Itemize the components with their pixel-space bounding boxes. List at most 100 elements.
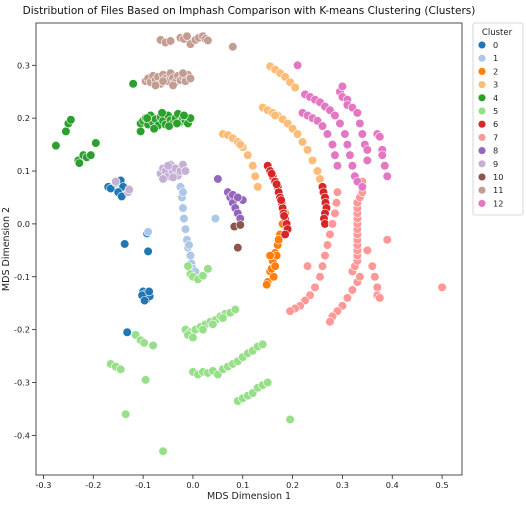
cluster-6-point <box>267 169 277 179</box>
cluster-11-point <box>228 42 238 52</box>
legend-marker-cluster-1 <box>477 54 487 63</box>
cluster-4-point <box>136 126 146 136</box>
cluster-4-point <box>164 121 174 131</box>
cluster-5-point <box>285 414 295 425</box>
cluster-7-point <box>342 293 353 303</box>
legend-marker-cluster-5 <box>477 106 487 116</box>
cluster-2-point <box>262 280 272 290</box>
cluster-7-point <box>302 261 313 271</box>
legend-label-cluster-2: 2 <box>493 66 498 76</box>
cluster-5-point <box>198 325 208 335</box>
cluster-10-point <box>235 220 245 230</box>
cluster-3-point <box>302 145 313 155</box>
cluster-12-point <box>362 145 372 155</box>
chart-title: Distribution of Files Based on Imphash C… <box>23 5 476 17</box>
cluster-7-point <box>285 306 295 316</box>
cluster-5-point <box>158 446 168 456</box>
cluster-4-point <box>179 110 189 121</box>
cluster-7-point <box>327 219 338 229</box>
cluster-2-point <box>269 272 279 282</box>
cluster-12-point <box>380 161 390 171</box>
y-axis: -0.4 -0.3 -0.2 -0.1 0.0 0.1 0.2 0.3 MDS Dimensi… <box>1 60 36 440</box>
cluster-1-point <box>210 214 220 224</box>
cluster-4-point <box>86 150 96 160</box>
cluster-7-point <box>437 282 447 292</box>
y-tick-label: 0.0 <box>17 219 30 229</box>
cluster-10-point <box>233 243 243 253</box>
cluster-7-point <box>317 261 328 271</box>
plot-area <box>35 22 463 476</box>
cluster-11-point <box>182 31 192 41</box>
cluster-7-point <box>325 317 335 327</box>
cluster-1-point <box>143 227 153 237</box>
cluster-4-point <box>128 79 138 89</box>
cluster-5-point <box>258 339 268 350</box>
legend-marker-cluster-3 <box>477 80 487 89</box>
cluster-1-point <box>185 251 196 261</box>
cluster-9-point <box>111 176 121 187</box>
cluster-5-point <box>139 338 149 348</box>
cluster-7-point <box>370 272 380 282</box>
cluster-5-point <box>141 375 151 385</box>
x-axis: -0.3 -0.2 -0.1 0.0 0.1 0.2 0.3 0.4 0.5 MDS Dimen… <box>35 475 449 502</box>
x-tick-label: 0.2 <box>286 480 299 490</box>
cluster-7-point <box>315 272 325 282</box>
cluster-12-point <box>337 81 348 92</box>
cluster-0-point <box>122 327 132 337</box>
x-tick-label: 0.0 <box>186 480 199 490</box>
cluster-12-point <box>292 60 303 70</box>
cluster-12-point <box>382 171 392 181</box>
cluster-3-point <box>235 139 245 150</box>
cluster-7-point <box>367 261 377 271</box>
cluster-5-point <box>188 332 198 343</box>
cluster-2-point <box>265 251 275 261</box>
cluster-7-point <box>320 251 330 261</box>
legend-label-cluster-12: 12 <box>493 198 503 208</box>
cluster-9-point <box>158 174 168 184</box>
cluster-12-point <box>335 118 345 129</box>
cluster-12-point <box>332 161 343 171</box>
cluster-7-point <box>372 282 382 292</box>
cluster-5-point <box>116 364 126 374</box>
legend-marker-cluster-12 <box>477 199 487 208</box>
cluster-9-point <box>124 184 134 195</box>
cluster-12-point <box>330 150 340 160</box>
cluster-9-point <box>180 166 191 176</box>
cluster-7-point <box>310 282 320 292</box>
legend-marker-cluster-2 <box>477 67 487 76</box>
cluster-12-point <box>347 161 357 171</box>
cluster-4-point <box>149 124 159 134</box>
cluster-12-point <box>377 150 387 160</box>
cluster-9-point <box>168 172 178 182</box>
x-axis-label: MDS Dimension 1 <box>207 491 291 502</box>
legend-label-cluster-11: 11 <box>493 185 503 195</box>
y-tick-label: 0.1 <box>17 166 30 176</box>
cluster-3-point <box>307 155 318 166</box>
legend-marker-cluster-8 <box>477 146 487 155</box>
cluster-3-point <box>315 174 325 184</box>
cluster-0-point <box>140 295 150 306</box>
legend-label-cluster-5: 5 <box>493 106 498 116</box>
cluster-12-point <box>355 118 365 129</box>
cluster-1-point <box>180 224 191 234</box>
y-tick-label: -0.4 <box>14 430 30 440</box>
cluster-11-point <box>150 80 161 90</box>
legend-label-cluster-7: 7 <box>493 132 498 142</box>
cluster-4-point <box>157 108 167 118</box>
y-tick-label: 0.2 <box>17 113 30 123</box>
cluster-4-point <box>51 141 61 151</box>
cluster-12-point <box>322 129 333 139</box>
cluster-3-point <box>292 129 303 139</box>
legend-marker-cluster-7 <box>477 133 487 142</box>
cluster-4-point <box>172 118 182 129</box>
y-tick-label: -0.1 <box>14 272 30 282</box>
legend-label-cluster-9: 9 <box>493 159 498 169</box>
cluster-1-point <box>178 187 188 197</box>
x-tick-label: 0.3 <box>336 480 349 490</box>
cluster-12-point <box>342 139 353 150</box>
cluster-0-point <box>120 239 130 249</box>
cluster-3-point <box>297 137 308 147</box>
cluster-7-point <box>382 235 392 245</box>
cluster-3-point <box>290 82 300 93</box>
cluster-12-point <box>357 129 367 139</box>
